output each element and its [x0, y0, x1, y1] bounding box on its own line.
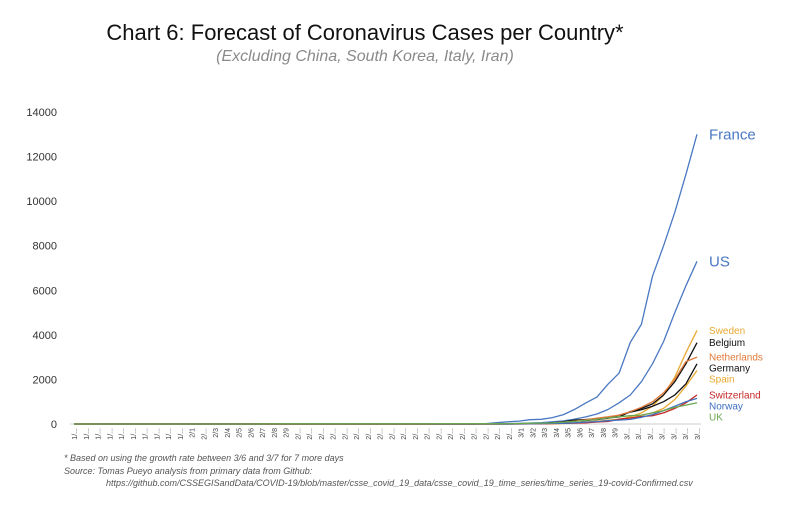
y-tick-label: 14000 — [26, 107, 57, 119]
x-tick-label: 2/... — [389, 428, 396, 440]
source-url: https://github.com/CSSEGISandData/COVID-… — [106, 478, 693, 488]
series-label-netherlands: Netherlands — [709, 353, 763, 364]
chart-title: Chart 6: Forecast of Coronavirus Cases p… — [106, 20, 624, 45]
series-line-spain — [74, 370, 698, 425]
x-tick-label: 2/... — [460, 428, 467, 440]
x-tick-label: 3/2 — [530, 428, 537, 438]
y-tick-label: 10000 — [26, 196, 57, 208]
series-label-norway: Norway — [709, 402, 743, 413]
series-label-germany: Germany — [709, 364, 750, 375]
x-tick-label: 2/1 — [190, 428, 197, 438]
x-tick-label: 2/... — [448, 428, 455, 440]
x-tick-label: 2/... — [378, 428, 385, 440]
series-label-belgium: Belgium — [709, 338, 745, 349]
x-tick-label: 1/... — [72, 428, 79, 440]
x-tick-label: 2/... — [342, 428, 349, 440]
x-tick-label: 1/... — [166, 428, 173, 440]
x-tick-label: 2/9 — [284, 428, 291, 438]
series-label-us: US — [709, 254, 730, 271]
series-line-netherlands — [74, 356, 698, 425]
x-tick-label: 3/7 — [589, 428, 596, 438]
series-line-sweden — [74, 330, 698, 425]
x-tick-label: 1/... — [131, 428, 138, 440]
x-tick-label: 3/5 — [566, 428, 573, 438]
x-tick-label: 2/... — [307, 428, 314, 440]
footnote: * Based on using the growth rate between… — [64, 453, 344, 463]
x-tick-label: 3/3 — [542, 428, 549, 438]
x-tick-label: 3/4 — [554, 428, 561, 438]
series-line-germany — [74, 363, 698, 425]
x-tick-label: 1/... — [154, 428, 161, 440]
series-line-us — [96, 261, 698, 425]
series-lines — [74, 134, 698, 425]
x-axis: 1/... 1/... 1/... 1/... 1/... 1/... 1/... 1/...… — [70, 423, 702, 440]
series-label-spain: Spain — [709, 375, 735, 386]
series-labels: FranceUSSwedenBelgiumNetherlandsGermanyS… — [709, 127, 763, 424]
x-tick-label: 3/... — [636, 428, 643, 440]
y-tick-label: 2000 — [33, 374, 57, 386]
x-tick-label: 2/... — [507, 428, 514, 440]
x-tick-label: 1/... — [178, 428, 185, 440]
y-axis: 0 2000 4000 6000 8000 10000 12000 14000 — [26, 107, 57, 431]
x-tick-label: 3/... — [695, 428, 702, 440]
x-tick-label: 2/3 — [213, 428, 220, 438]
x-tick-label: 3/... — [671, 428, 678, 440]
series-label-france: France — [709, 127, 756, 144]
x-tick-label: 2/8 — [272, 428, 279, 438]
x-tick-label: 2/... — [483, 428, 490, 440]
x-tick-label: 2/... — [354, 428, 361, 440]
series-line-france — [74, 134, 698, 425]
x-tick-label: 2/... — [413, 428, 420, 440]
x-tick-label: 2/4 — [225, 428, 232, 438]
x-tick-label: 2/... — [401, 428, 408, 440]
x-tick-label: 1/... — [119, 428, 126, 440]
series-label-sweden: Sweden — [709, 326, 745, 337]
x-tick-label: 2/... — [425, 428, 432, 440]
y-tick-label: 8000 — [33, 241, 57, 253]
series-line-switzerland — [74, 394, 698, 425]
x-tick-label: 2/... — [436, 428, 443, 440]
series-label-switzerland: Switzerland — [709, 391, 761, 402]
x-tick-label: 1/... — [107, 428, 114, 440]
source-line: Source: Tomas Pueyo analysis from primar… — [64, 466, 313, 476]
x-tick-label: 2/6 — [248, 428, 255, 438]
x-tick-label: 2/... — [201, 428, 208, 440]
x-tick-label: 2/... — [295, 428, 302, 440]
x-tick-label: 2/... — [472, 428, 479, 440]
x-tick-label: 3/8 — [601, 428, 608, 438]
y-tick-label: 4000 — [33, 330, 57, 342]
x-tick-label: 1/... — [84, 428, 91, 440]
x-tick-label: 3/... — [683, 428, 690, 440]
x-tick-label: 1/... — [96, 428, 103, 440]
y-tick-label: 6000 — [33, 285, 57, 297]
y-tick-label: 0 — [51, 419, 57, 431]
x-tick-label: 3/... — [624, 428, 631, 440]
x-tick-label: 3/9 — [613, 428, 620, 438]
x-tick-label: 2/... — [366, 428, 373, 440]
x-tick-label: 3/1 — [519, 428, 526, 438]
series-line-uk — [74, 402, 698, 425]
x-tick-label: 3/... — [660, 428, 667, 440]
y-tick-label: 12000 — [26, 152, 57, 164]
x-tick-label: 1/... — [143, 428, 150, 440]
chart-subtitle: (Excluding China, South Korea, Italy, Ir… — [216, 48, 514, 65]
x-tick-label: 3/... — [648, 428, 655, 440]
x-tick-label: 3/6 — [577, 428, 584, 438]
x-tick-label: 2/... — [495, 428, 502, 440]
x-tick-label: 2/5 — [237, 428, 244, 438]
series-label-uk: UK — [709, 413, 723, 424]
x-tick-label: 2/7 — [260, 428, 267, 438]
x-tick-label: 2/... — [319, 428, 326, 440]
x-tick-label: 2/... — [331, 428, 338, 440]
